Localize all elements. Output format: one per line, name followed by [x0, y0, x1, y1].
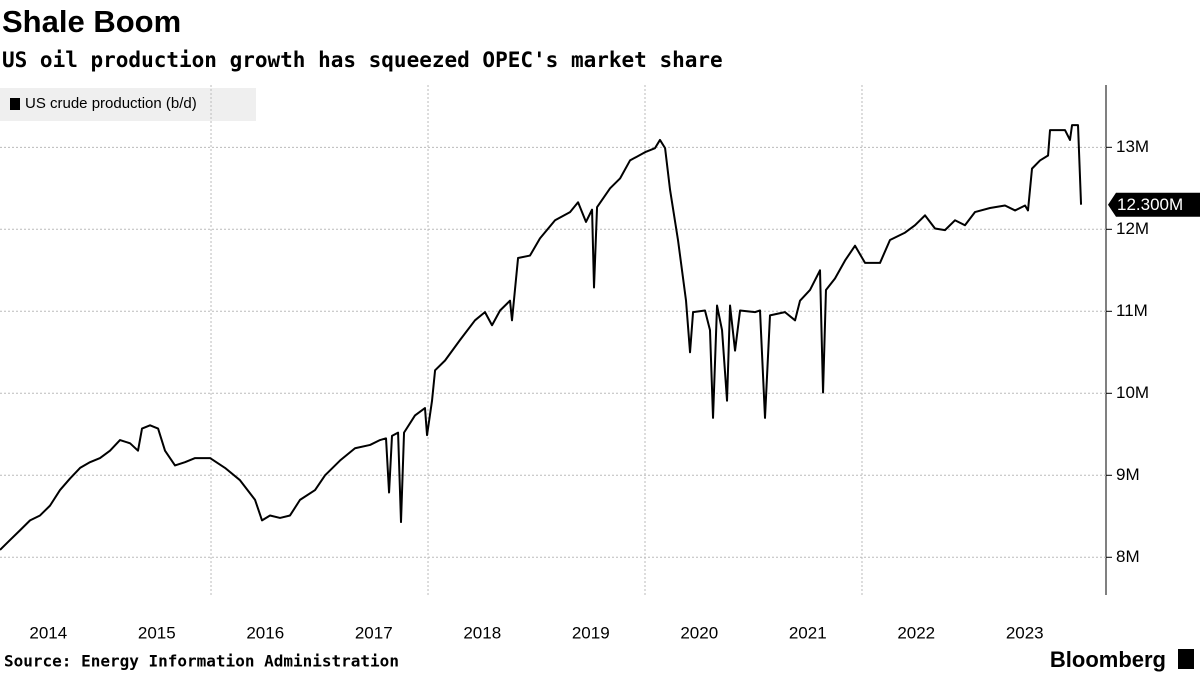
- x-tick-label: 2015: [138, 623, 176, 642]
- x-tick-label: 2014: [29, 623, 67, 642]
- x-tick-label: 2016: [246, 623, 284, 642]
- source: Source: Energy Information Administratio…: [4, 652, 399, 671]
- brand-icon: [1178, 649, 1194, 669]
- x-tick-label: 2020: [680, 623, 718, 642]
- brand: Bloomberg: [1050, 647, 1166, 672]
- y-tick-label: 11M: [1116, 301, 1148, 320]
- y-tick-label: 12M: [1116, 219, 1149, 238]
- x-tick-label: 2021: [789, 623, 827, 642]
- legend-swatch: [10, 98, 20, 110]
- legend-label: US crude production (b/d): [25, 95, 197, 112]
- x-tick-label: 2017: [355, 623, 393, 642]
- y-tick-label: 10M: [1116, 383, 1149, 402]
- chart-title: Shale Boom: [2, 4, 181, 39]
- x-tick-label: 2019: [572, 623, 610, 642]
- chart-subtitle: US oil production growth has squeezed OP…: [2, 48, 723, 72]
- last-value-box: [1108, 192, 1200, 217]
- y-tick-label: 8M: [1116, 547, 1140, 566]
- legend-box: [0, 88, 256, 121]
- x-tick-label: 2022: [897, 623, 935, 642]
- line-series: [0, 124, 1083, 551]
- last-value-label: 12.300M: [1117, 195, 1183, 214]
- x-tick-label: 2023: [1006, 623, 1044, 642]
- x-tick-label: 2018: [463, 623, 501, 642]
- y-tick-label: 13M: [1116, 137, 1149, 156]
- y-tick-label: 9M: [1116, 465, 1140, 484]
